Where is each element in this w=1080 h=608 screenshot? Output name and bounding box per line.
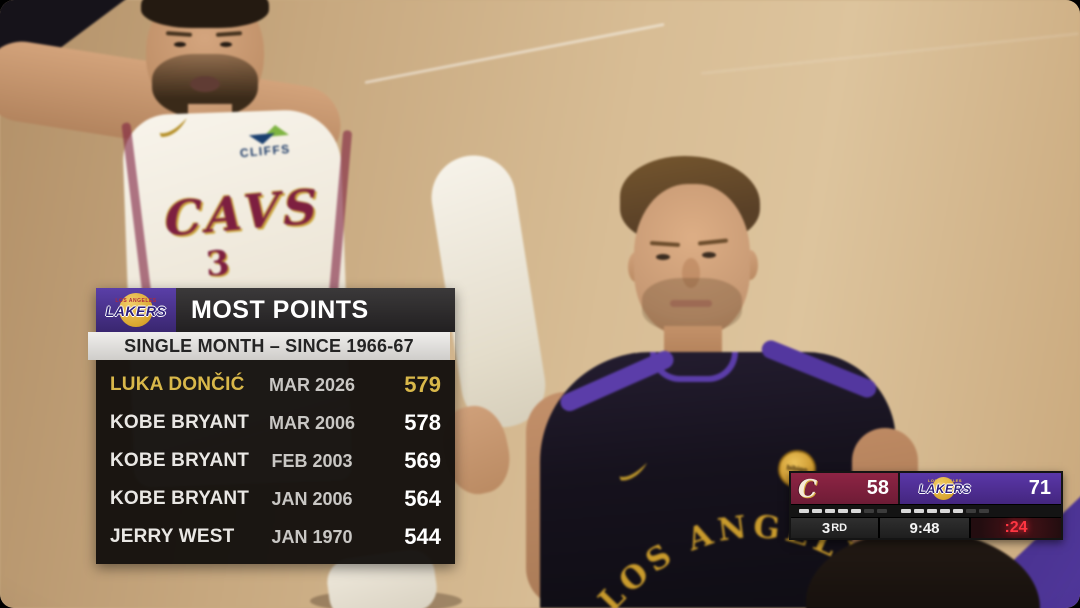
timeout-dash [953,509,963,513]
player-name: KOBE BRYANT [110,412,250,433]
timeout-dash [940,509,950,513]
stat-value: 564 [404,486,441,511]
stat-row: LUKA DONČIĆ MAR 2026 579 [110,366,441,404]
timeout-dash [812,509,822,513]
basketball-icon [932,477,955,500]
home-timeouts [901,509,989,513]
player-name: KOBE BRYANT [110,488,250,509]
lakers-logo-box: LOS ANGELES LAKERS [96,288,176,332]
cavs-jersey-number: 3 [204,243,232,285]
lakers-city-text: LOS ANGELES [927,478,963,483]
period-indicator: 3 RD [791,518,878,538]
lakers-wordmark: LAKERS [918,482,972,496]
eye [702,252,716,258]
stat-row: KOBE BRYANT FEB 2003 569 [110,442,441,480]
cavs-player-mouth [190,76,220,92]
score-bug: C 58 LOS ANGELES LAKERS 71 3 [789,471,1063,540]
nike-swoosh-icon [159,118,187,137]
luka-mouth [670,300,712,307]
stats-overlay-panel: LOS ANGELES LAKERS MOST POINTS SINGLE MO… [88,288,455,564]
lakers-city-text: LOS ANGELES [115,298,157,304]
stats-panel-header: LOS ANGELES LAKERS MOST POINTS [96,288,455,332]
home-score: 71 [1028,477,1051,499]
stats-list: LUKA DONČIĆ MAR 2026 579 KOBE BRYANT MAR… [96,360,455,564]
period-suffix: RD [831,522,848,534]
lakers-logo: LOS ANGELES LAKERS [105,291,167,329]
cavaliers-logo-icon: C [798,473,818,503]
cavs-player-head [141,0,269,120]
lakers-logo: LOS ANGELES LAKERS [906,475,984,502]
stat-value: 544 [404,524,441,549]
timeout-dash-used [864,509,874,513]
stats-subtitle: SINGLE MONTH – SINCE 1966-67 [88,332,450,360]
cavs-player-hair [141,0,269,28]
stat-row: JERRY WEST JAN 1970 544 [110,518,441,556]
away-timeouts [799,509,887,513]
timeout-dash [851,509,861,513]
timeout-dash [825,509,835,513]
timeout-dash [901,509,911,513]
stat-value: 579 [404,372,441,397]
nike-swoosh-icon [619,462,648,481]
lakers-wordmark: LAKERS [105,303,167,319]
timeout-dash [799,509,809,513]
eye [174,42,186,47]
timeout-dash-used [979,509,989,513]
stat-row: KOBE BRYANT MAR 2006 578 [110,404,441,442]
stat-date: JAN 2006 [271,488,353,509]
stat-value: 569 [404,448,441,473]
game-clock: 9:48 [880,518,969,538]
timeouts-strip [791,504,1061,517]
stat-row: KOBE BRYANT JAN 2006 564 [110,480,441,518]
stat-date: MAR 2006 [268,412,356,433]
period-number: 3 [821,519,831,537]
shot-clock: :24 [971,518,1061,538]
stat-date: MAR 2026 [268,374,356,395]
home-team-cell: LOS ANGELES LAKERS 71 [898,473,1061,504]
timeout-dash [838,509,848,513]
eye [220,42,232,47]
eyebrow [697,238,729,246]
timeout-dash [914,509,924,513]
timeout-dash [927,509,937,513]
eye [656,254,670,260]
luka-face [634,184,750,336]
timeout-dash-used [877,509,887,513]
basketball-icon [119,293,153,327]
away-score: 58 [866,477,889,499]
stat-value: 578 [404,410,441,435]
clock-row: 3 RD 9:48 :24 [791,517,1061,538]
player-name: KOBE BRYANT [110,450,250,471]
stats-title: MOST POINTS [176,288,455,332]
timeout-dash-used [966,509,976,513]
score-row: C 58 LOS ANGELES LAKERS 71 [791,473,1061,504]
stat-date: FEB 2003 [271,450,353,471]
player-name: LUKA DONČIĆ [110,374,245,395]
cliffs-sponsor-patch: CLIFFS [222,123,308,174]
away-team-cell: C 58 [791,473,898,504]
stat-date: JAN 1970 [271,526,353,547]
eyebrow [649,240,681,248]
player-name: JERRY WEST [110,526,235,547]
